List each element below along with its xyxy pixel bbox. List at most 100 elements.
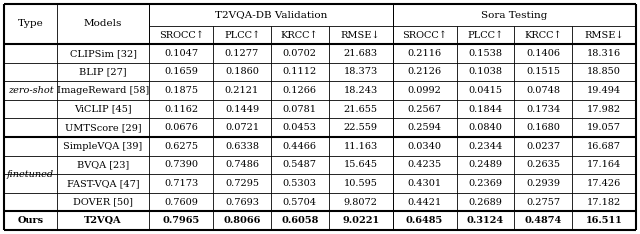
Text: 0.5704: 0.5704 <box>283 197 317 207</box>
Text: 0.7609: 0.7609 <box>164 197 198 207</box>
Text: 21.683: 21.683 <box>344 49 378 58</box>
Text: 19.494: 19.494 <box>587 86 621 95</box>
Text: CLIPSim [32]: CLIPSim [32] <box>70 49 136 58</box>
Text: SimpleVQA [39]: SimpleVQA [39] <box>63 142 143 151</box>
Text: 22.559: 22.559 <box>344 123 378 132</box>
Text: 18.316: 18.316 <box>587 49 621 58</box>
Text: BVQA [23]: BVQA [23] <box>77 160 129 169</box>
Text: 0.2121: 0.2121 <box>225 86 259 95</box>
Text: UMTScore [29]: UMTScore [29] <box>65 123 141 132</box>
Text: 0.0721: 0.0721 <box>225 123 259 132</box>
Text: 16.511: 16.511 <box>586 216 622 225</box>
Text: 0.1038: 0.1038 <box>468 67 502 76</box>
Text: 0.0840: 0.0840 <box>468 123 502 132</box>
Text: SROCC↑: SROCC↑ <box>159 30 204 40</box>
Text: 0.1515: 0.1515 <box>526 67 560 76</box>
Text: 0.6058: 0.6058 <box>281 216 319 225</box>
Text: Type: Type <box>18 19 44 29</box>
Text: finetuned: finetuned <box>7 170 54 179</box>
Text: RMSE↓: RMSE↓ <box>584 30 624 40</box>
Text: 0.6275: 0.6275 <box>164 142 198 151</box>
Text: 0.1875: 0.1875 <box>164 86 198 95</box>
Text: 0.4874: 0.4874 <box>525 216 562 225</box>
Text: 0.5303: 0.5303 <box>283 179 317 188</box>
Text: 0.1277: 0.1277 <box>225 49 259 58</box>
Text: KRCC↑: KRCC↑ <box>281 30 319 40</box>
Text: BLIP [27]: BLIP [27] <box>79 67 127 76</box>
Text: Sora Testing: Sora Testing <box>481 11 547 19</box>
Text: 0.2126: 0.2126 <box>408 67 442 76</box>
Text: 18.373: 18.373 <box>344 67 378 76</box>
Text: 0.5487: 0.5487 <box>283 160 317 169</box>
Text: KRCC↑: KRCC↑ <box>524 30 562 40</box>
Text: 0.7486: 0.7486 <box>225 160 259 169</box>
Text: 0.2369: 0.2369 <box>468 179 502 188</box>
Text: 0.0237: 0.0237 <box>526 142 560 151</box>
Text: 0.1680: 0.1680 <box>526 123 560 132</box>
Text: 0.7173: 0.7173 <box>164 179 198 188</box>
Text: 0.2116: 0.2116 <box>408 49 442 58</box>
Text: 0.0748: 0.0748 <box>526 86 560 95</box>
Text: SROCC↑: SROCC↑ <box>402 30 447 40</box>
Text: 0.0676: 0.0676 <box>164 123 198 132</box>
Text: 17.426: 17.426 <box>587 179 621 188</box>
Text: Models: Models <box>84 19 122 29</box>
Text: 0.1860: 0.1860 <box>225 67 259 76</box>
Text: 0.1449: 0.1449 <box>225 105 259 113</box>
Text: 0.0415: 0.0415 <box>468 86 502 95</box>
Text: 0.1659: 0.1659 <box>164 67 198 76</box>
Text: PLCC↑: PLCC↑ <box>467 30 504 40</box>
Text: 18.243: 18.243 <box>344 86 378 95</box>
Text: 0.1266: 0.1266 <box>283 86 317 95</box>
Text: 0.4466: 0.4466 <box>283 142 317 151</box>
Text: 0.2939: 0.2939 <box>526 179 560 188</box>
Text: 0.6338: 0.6338 <box>225 142 259 151</box>
Text: 0.7390: 0.7390 <box>164 160 198 169</box>
Text: 0.2689: 0.2689 <box>468 197 502 207</box>
Text: 0.1112: 0.1112 <box>283 67 317 76</box>
Text: 0.0781: 0.0781 <box>283 105 317 113</box>
Text: 0.2567: 0.2567 <box>408 105 442 113</box>
Text: 0.7965: 0.7965 <box>163 216 200 225</box>
Text: zero-shot: zero-shot <box>8 86 53 95</box>
Text: 11.163: 11.163 <box>344 142 378 151</box>
Text: 21.655: 21.655 <box>344 105 378 113</box>
Text: T2VQA: T2VQA <box>84 216 122 225</box>
Text: 16.687: 16.687 <box>587 142 621 151</box>
Text: 17.182: 17.182 <box>587 197 621 207</box>
Text: 0.0702: 0.0702 <box>283 49 317 58</box>
Text: 10.595: 10.595 <box>344 179 378 188</box>
Text: 19.057: 19.057 <box>587 123 621 132</box>
Text: 0.1844: 0.1844 <box>468 105 502 113</box>
Text: 0.1406: 0.1406 <box>526 49 560 58</box>
Text: 0.8066: 0.8066 <box>223 216 260 225</box>
Text: 0.4235: 0.4235 <box>408 160 442 169</box>
Text: 0.1162: 0.1162 <box>164 105 198 113</box>
Text: 17.982: 17.982 <box>587 105 621 113</box>
Text: 0.6485: 0.6485 <box>406 216 443 225</box>
Text: 9.8072: 9.8072 <box>344 197 378 207</box>
Text: 0.3124: 0.3124 <box>467 216 504 225</box>
Text: 9.0221: 9.0221 <box>342 216 379 225</box>
Text: FAST-VQA [47]: FAST-VQA [47] <box>67 179 140 188</box>
Text: ImageReward [58]: ImageReward [58] <box>57 86 149 95</box>
Text: T2VQA-DB Validation: T2VQA-DB Validation <box>214 11 327 19</box>
Text: 0.2489: 0.2489 <box>468 160 502 169</box>
Text: DOVER [50]: DOVER [50] <box>73 197 133 207</box>
Text: Ours: Ours <box>17 216 44 225</box>
Text: 17.164: 17.164 <box>587 160 621 169</box>
Text: PLCC↑: PLCC↑ <box>224 30 260 40</box>
Text: 0.0453: 0.0453 <box>283 123 317 132</box>
Text: 0.2757: 0.2757 <box>526 197 560 207</box>
Text: 0.0992: 0.0992 <box>408 86 442 95</box>
Text: 0.7295: 0.7295 <box>225 179 259 188</box>
Text: 15.645: 15.645 <box>344 160 378 169</box>
Text: 0.1538: 0.1538 <box>468 49 502 58</box>
Text: 0.1734: 0.1734 <box>526 105 560 113</box>
Text: 0.2635: 0.2635 <box>526 160 560 169</box>
Text: 0.0340: 0.0340 <box>408 142 442 151</box>
Text: 18.850: 18.850 <box>587 67 621 76</box>
Text: 0.4421: 0.4421 <box>408 197 442 207</box>
Text: ViCLIP [45]: ViCLIP [45] <box>74 105 132 113</box>
Text: 0.2344: 0.2344 <box>468 142 502 151</box>
